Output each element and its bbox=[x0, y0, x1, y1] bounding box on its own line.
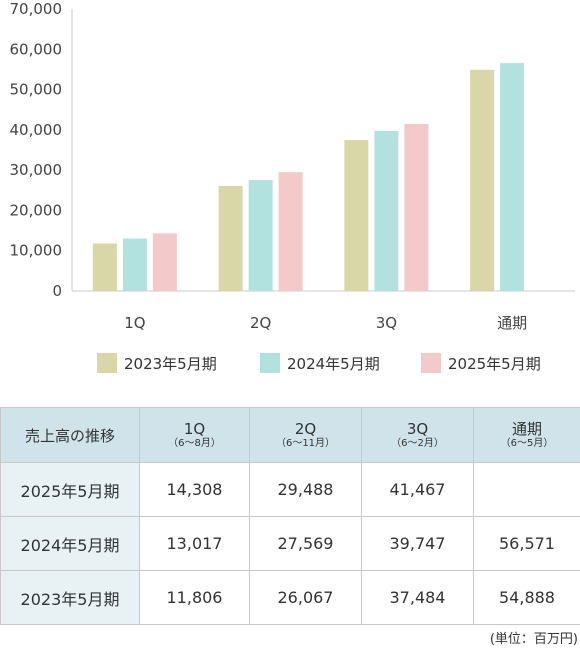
column-header-period: （6～11月） bbox=[275, 438, 336, 449]
bar-3-2 bbox=[278, 172, 303, 291]
table-cell: 39,747 bbox=[361, 516, 474, 571]
x-tick-label: 3Q bbox=[376, 314, 397, 332]
table-corner-header: 売上高の推移 bbox=[0, 407, 140, 463]
table-cell: 13,017 bbox=[139, 516, 250, 571]
bar-1-2 bbox=[218, 185, 243, 291]
unit-note: (単位：百万円) bbox=[489, 632, 578, 647]
table-cell: 56,571 bbox=[473, 516, 580, 571]
column-header-period: （6～8月） bbox=[168, 438, 221, 449]
sales-bar-chart: 0 10,000 20,000 30,000 40,000 50,000 60,000 70,… bbox=[10, 0, 575, 332]
column-header-label: 通期 bbox=[511, 420, 542, 438]
bar-2-3 bbox=[374, 130, 399, 291]
sales-table: 売上高の推移 1Q （6～8月） 2Q （6～11月） 3Q （6～2月） 通期… bbox=[0, 407, 580, 625]
x-tick-label: 2Q bbox=[250, 314, 271, 332]
y-tick-label: 60,000 bbox=[10, 40, 63, 58]
table-cell bbox=[473, 462, 580, 517]
column-header-3q: 3Q （6～2月） bbox=[361, 407, 474, 463]
row-label: 2025年5月期 bbox=[0, 462, 140, 517]
column-header-label: 3Q bbox=[406, 420, 429, 438]
bar-3-3 bbox=[404, 123, 429, 291]
legend-swatch-2025 bbox=[421, 353, 441, 373]
y-tick-label: 40,000 bbox=[10, 121, 63, 139]
table-cell: 27,569 bbox=[249, 516, 362, 571]
table-cell: 41,467 bbox=[361, 462, 474, 517]
y-tick-label: 50,000 bbox=[10, 81, 63, 99]
row-label: 2024年5月期 bbox=[0, 516, 140, 571]
legend-item-2024: 2024年5月期 bbox=[260, 351, 380, 375]
row-label: 2023年5月期 bbox=[0, 570, 140, 625]
y-tick-label: 30,000 bbox=[10, 161, 63, 179]
legend-label-2024: 2024年5月期 bbox=[287, 354, 380, 373]
bar-3-1 bbox=[152, 233, 177, 291]
table-cell: 11,806 bbox=[139, 570, 250, 625]
table-row: 2025年5月期 14,308 29,488 41,467 bbox=[0, 462, 580, 517]
table-row: 2024年5月期 13,017 27,569 39,747 56,571 bbox=[0, 516, 580, 571]
table-cell: 37,484 bbox=[361, 570, 474, 625]
column-header-period: （6～5月） bbox=[500, 438, 554, 449]
bar-1-4 bbox=[470, 69, 495, 292]
bar-2-1 bbox=[122, 238, 147, 291]
legend-label-2025: 2025年5月期 bbox=[448, 354, 541, 373]
legend-swatch-2023 bbox=[97, 353, 117, 373]
y-tick-label: 10,000 bbox=[10, 242, 63, 260]
y-tick-label: 20,000 bbox=[10, 201, 63, 219]
table-cell: 29,488 bbox=[249, 462, 362, 517]
legend-label-2023: 2023年5月期 bbox=[124, 354, 217, 373]
table-cell: 26,067 bbox=[249, 570, 362, 625]
column-header-label: 1Q bbox=[183, 420, 206, 438]
table-cell: 14,308 bbox=[139, 462, 250, 517]
bar-2-4 bbox=[500, 63, 525, 291]
table-header-row: 売上高の推移 1Q （6～8月） 2Q （6～11月） 3Q （6～2月） 通期… bbox=[0, 407, 580, 463]
bar-1-1 bbox=[92, 243, 117, 291]
column-header-full-year: 通期 （6～5月） bbox=[473, 407, 580, 463]
bar-2-2 bbox=[248, 179, 273, 291]
column-header-1q: 1Q （6～8月） bbox=[139, 407, 250, 463]
legend-item-2025: 2025年5月期 bbox=[421, 351, 541, 375]
legend-item-2023: 2023年5月期 bbox=[97, 351, 217, 375]
table-cell: 54,888 bbox=[473, 570, 580, 625]
legend-swatch-2024 bbox=[260, 353, 280, 373]
column-header-period: （6～2月） bbox=[391, 438, 444, 449]
y-tick-label: 70,000 bbox=[10, 0, 63, 18]
bar-1-3 bbox=[344, 139, 369, 291]
chart-legend: 2023年5月期 2024年5月期 2025年5月期 bbox=[0, 351, 580, 375]
table-row: 2023年5月期 11,806 26,067 37,484 54,888 bbox=[0, 570, 580, 625]
x-tick-label: 1Q bbox=[124, 314, 145, 332]
column-header-2q: 2Q （6～11月） bbox=[249, 407, 362, 463]
column-header-label: 2Q bbox=[294, 420, 317, 438]
x-tick-label: 通期 bbox=[497, 314, 527, 332]
y-tick-label: 0 bbox=[52, 282, 62, 300]
